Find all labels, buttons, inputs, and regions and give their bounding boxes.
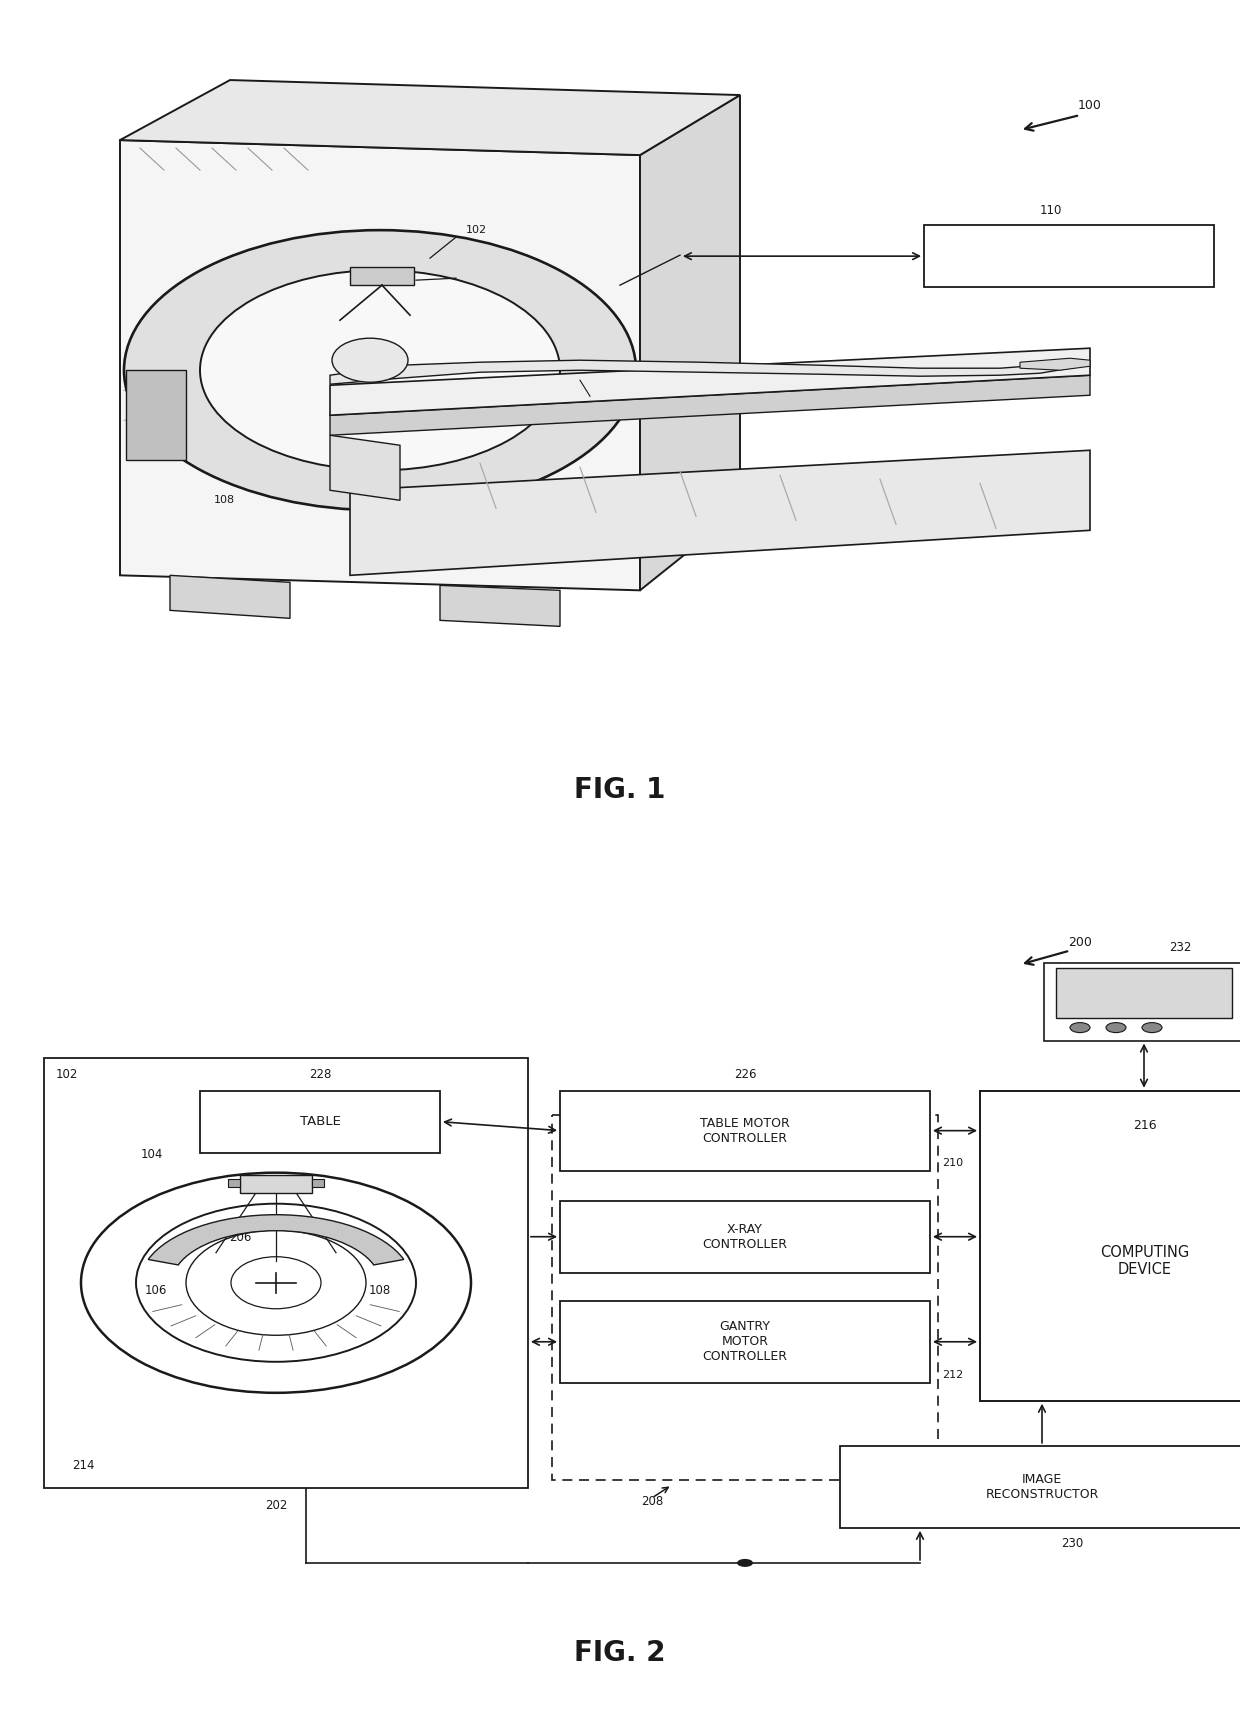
Text: 104: 104 [141, 1149, 164, 1161]
Text: 212: 212 [942, 1370, 963, 1380]
Text: IMAGE
RECONSTRUCTOR: IMAGE RECONSTRUCTOR [986, 1473, 1099, 1501]
Text: 206: 206 [229, 1232, 252, 1244]
Bar [560, 1090, 930, 1171]
Text: 112: 112 [579, 397, 600, 407]
Bar [839, 1446, 1240, 1528]
Text: 228: 228 [309, 1068, 331, 1082]
Text: 110: 110 [1040, 204, 1063, 217]
Circle shape [737, 1559, 753, 1566]
Ellipse shape [124, 229, 636, 511]
Wedge shape [149, 1214, 404, 1264]
Bar [228, 1178, 241, 1187]
Circle shape [1106, 1023, 1126, 1033]
Text: 208: 208 [641, 1496, 663, 1508]
Bar [980, 1090, 1240, 1401]
Polygon shape [170, 576, 290, 618]
Text: 204: 204 [161, 1245, 184, 1259]
Polygon shape [330, 361, 1070, 385]
Text: GANTRY
MOTOR
CONTROLLER: GANTRY MOTOR CONTROLLER [703, 1320, 787, 1363]
Bar [560, 1201, 930, 1273]
Text: 230: 230 [1061, 1537, 1083, 1551]
Text: Image Processor
Unit: Image Processor Unit [1017, 242, 1121, 271]
Bar [312, 1178, 324, 1187]
Bar [241, 1175, 312, 1192]
Ellipse shape [332, 338, 408, 383]
Text: 106: 106 [145, 1283, 167, 1297]
Bar [1056, 968, 1233, 1018]
Text: FIG. 1: FIG. 1 [574, 776, 666, 804]
Text: TABLE: TABLE [300, 1114, 341, 1128]
Polygon shape [120, 140, 640, 590]
Text: 214: 214 [72, 1459, 94, 1473]
Text: X-RAY
CONTROLLER: X-RAY CONTROLLER [703, 1223, 787, 1251]
Text: TABLE MOTOR
CONTROLLER: TABLE MOTOR CONTROLLER [701, 1116, 790, 1145]
Bar [560, 1301, 930, 1383]
Polygon shape [640, 95, 740, 590]
Bar [350, 267, 414, 285]
Text: 104: 104 [465, 273, 486, 283]
Polygon shape [330, 435, 401, 500]
Polygon shape [330, 348, 1090, 416]
Ellipse shape [200, 271, 560, 471]
Text: 108: 108 [368, 1283, 391, 1297]
Polygon shape [350, 450, 1090, 576]
Bar [552, 1114, 937, 1480]
Bar [126, 371, 186, 461]
Polygon shape [120, 79, 740, 155]
Bar [200, 1090, 440, 1152]
Circle shape [1070, 1023, 1090, 1033]
Bar [43, 1057, 528, 1489]
Text: 226: 226 [734, 1068, 756, 1082]
Text: 108: 108 [213, 495, 234, 505]
Text: 216: 216 [1133, 1120, 1157, 1132]
Bar [924, 226, 1214, 286]
Text: 102: 102 [465, 226, 486, 235]
Circle shape [1142, 1023, 1162, 1033]
Text: 102: 102 [56, 1068, 78, 1080]
Text: 100: 100 [1078, 98, 1102, 112]
Polygon shape [330, 376, 1090, 435]
Text: 106: 106 [210, 329, 231, 340]
Text: 232: 232 [1169, 942, 1192, 954]
Text: 210: 210 [942, 1157, 963, 1168]
Text: 202: 202 [265, 1499, 288, 1513]
Text: 200: 200 [1068, 937, 1092, 949]
Text: FIG. 2: FIG. 2 [574, 1639, 666, 1666]
Text: COMPUTING
DEVICE: COMPUTING DEVICE [1100, 1244, 1189, 1276]
Bar [1044, 963, 1240, 1040]
Polygon shape [440, 585, 560, 626]
Polygon shape [1021, 359, 1090, 371]
